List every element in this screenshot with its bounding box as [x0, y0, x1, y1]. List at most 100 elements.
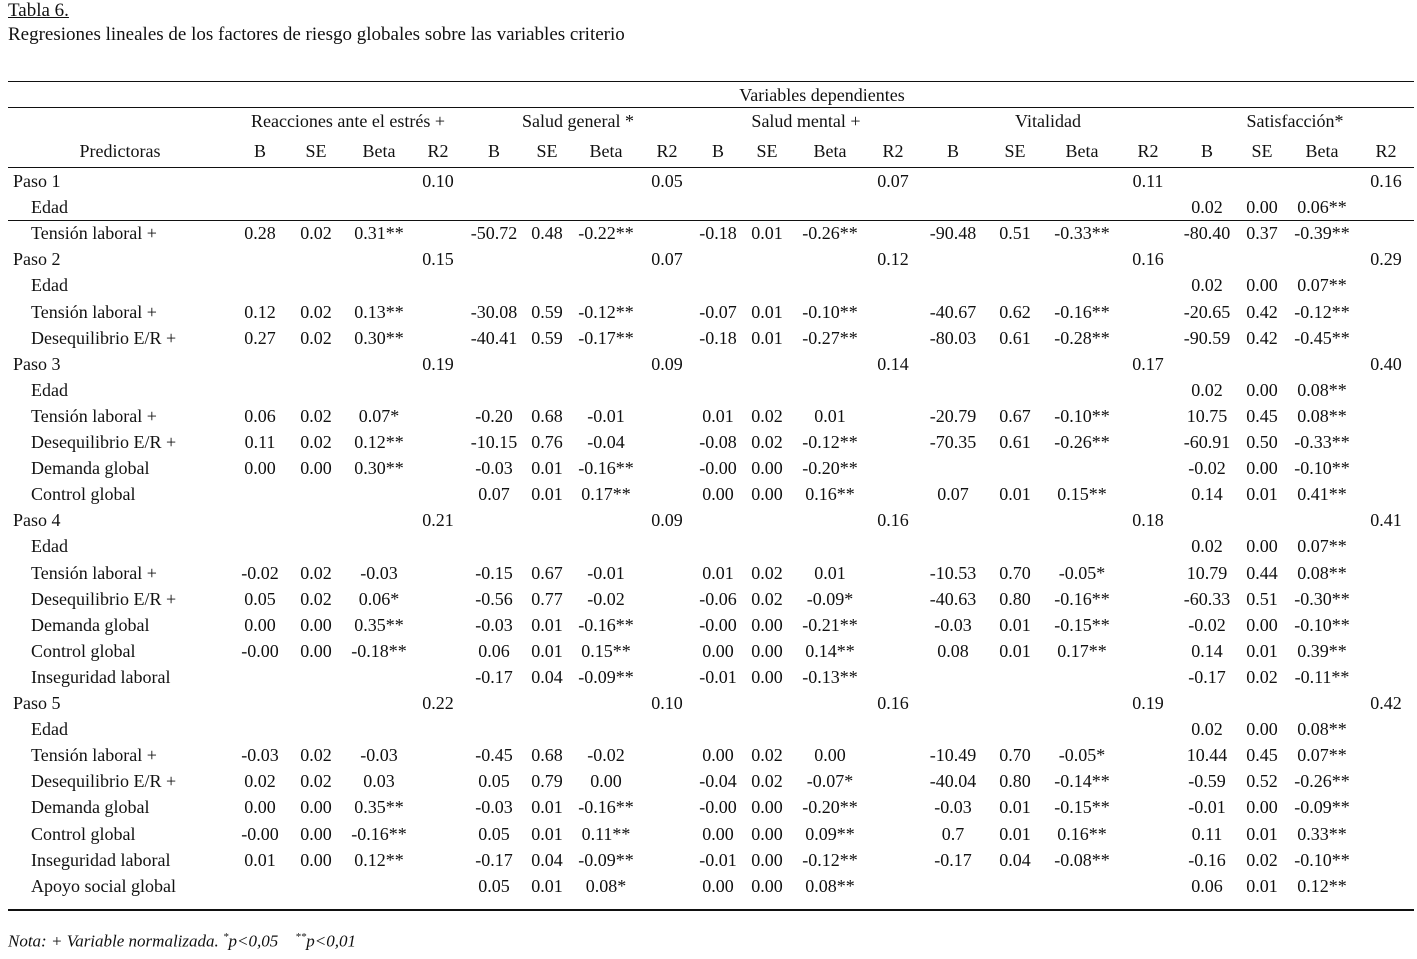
beta-value: 0.11** — [581, 824, 631, 844]
column-header: R2 — [427, 141, 449, 161]
beta-value: -0.17** — [578, 328, 634, 348]
r2-value: 0.16 — [1132, 249, 1164, 269]
predictor-label: Control global — [31, 824, 136, 844]
top-rule — [8, 81, 1414, 82]
step-label: Paso 1 — [13, 171, 61, 191]
beta-value: -0.09** — [578, 850, 634, 870]
beta-value: -0.08** — [1054, 850, 1110, 870]
b-value: -0.08 — [699, 432, 737, 452]
beta-value: 0.00 — [814, 745, 846, 765]
b-value: -0.02 — [1188, 615, 1226, 635]
b-value: -60.33 — [1183, 589, 1231, 609]
predictor-label: Edad — [31, 719, 68, 739]
b-value: -40.67 — [929, 302, 977, 322]
r2-value: 0.10 — [422, 171, 454, 191]
b-value: -0.03 — [934, 615, 972, 635]
super-header: Variables dependientes — [739, 85, 905, 105]
se-value: 0.00 — [300, 824, 332, 844]
b-value: -0.20 — [475, 406, 513, 426]
b-value: -90.59 — [1183, 328, 1231, 348]
b-value: 0.12 — [244, 302, 276, 322]
beta-value: 0.17** — [1057, 641, 1107, 661]
se-value: 0.00 — [751, 484, 783, 504]
se-value: 0.01 — [531, 641, 563, 661]
beta-value: -0.02 — [587, 589, 625, 609]
beta-value: 0.16** — [1057, 824, 1107, 844]
r2-value: 0.05 — [651, 171, 683, 191]
r2-value: 0.40 — [1370, 354, 1402, 374]
se-value: 0.01 — [999, 615, 1031, 635]
column-header: SE — [1004, 141, 1026, 161]
predictor-label: Desequilibrio E/R + — [31, 589, 177, 609]
se-value: 0.00 — [300, 850, 332, 870]
beta-value: 0.33** — [1297, 824, 1347, 844]
b-value: -0.18 — [699, 223, 737, 243]
b-value: -0.01 — [1188, 797, 1226, 817]
beta-value: -0.16** — [351, 824, 407, 844]
r2-value: 0.11 — [1132, 171, 1164, 191]
b-value: 0.01 — [702, 563, 734, 583]
beta-value: -0.16** — [578, 458, 634, 478]
group-header: Salud general * — [522, 111, 634, 131]
beta-value: 0.09** — [805, 824, 855, 844]
beta-value: -0.21** — [802, 615, 858, 635]
se-value: 0.04 — [999, 850, 1031, 870]
r2-value: 0.09 — [651, 510, 683, 530]
se-value: 0.01 — [531, 876, 563, 896]
b-value: -0.15 — [475, 563, 513, 583]
column-header: Beta — [1065, 141, 1099, 161]
table-note: Nota: + Variable normalizada. *p<0,05 **… — [8, 931, 356, 952]
r2-value: 0.22 — [422, 693, 454, 713]
r2-value: 0.29 — [1370, 249, 1402, 269]
column-header: R2 — [1137, 141, 1159, 161]
step-label: Paso 2 — [13, 249, 61, 269]
se-value: 0.02 — [751, 563, 783, 583]
step-label: Paso 3 — [13, 354, 61, 374]
b-value: -30.08 — [470, 302, 518, 322]
se-value: 0.01 — [751, 302, 783, 322]
se-value: 0.01 — [531, 484, 563, 504]
se-value: 0.68 — [531, 406, 563, 426]
se-value: 0.02 — [300, 406, 332, 426]
column-header: Beta — [362, 141, 396, 161]
beta-value: -0.16** — [1054, 302, 1110, 322]
beta-value: -0.07* — [806, 771, 854, 791]
se-value: 0.01 — [751, 328, 783, 348]
column-header: SE — [305, 141, 327, 161]
predictor-label: Tensión laboral + — [31, 563, 157, 583]
beta-value: -0.04 — [587, 432, 625, 452]
b-value: 0.11 — [1191, 824, 1223, 844]
beta-value: -0.39** — [1294, 223, 1350, 243]
beta-value: 0.08** — [1297, 406, 1347, 426]
b-value: 0.00 — [244, 797, 276, 817]
b-value: -40.63 — [929, 589, 977, 609]
b-value: 0.02 — [1191, 380, 1223, 400]
b-value: -0.00 — [699, 797, 737, 817]
r2-value: 0.18 — [1132, 510, 1164, 530]
r2-value: 0.12 — [877, 249, 909, 269]
beta-value: -0.02 — [587, 745, 625, 765]
se-value: 0.01 — [1246, 484, 1278, 504]
r2-value: 0.16 — [877, 510, 909, 530]
se-value: 0.04 — [531, 667, 563, 687]
se-value: 0.01 — [531, 615, 563, 635]
b-value: 0.00 — [702, 876, 734, 896]
predictor-label: Demanda global — [31, 615, 150, 635]
se-value: 0.02 — [1246, 667, 1278, 687]
beta-value: 0.17** — [581, 484, 631, 504]
beta-value: -0.28** — [1054, 328, 1110, 348]
beta-value: -0.14** — [1054, 771, 1110, 791]
se-value: 0.00 — [1246, 615, 1278, 635]
beta-value: -0.09* — [806, 589, 854, 609]
se-value: 0.02 — [300, 328, 332, 348]
se-value: 0.04 — [531, 850, 563, 870]
b-value: -0.17 — [475, 850, 513, 870]
se-value: 0.02 — [1246, 850, 1278, 870]
beta-value: 0.30** — [354, 458, 404, 478]
beta-value: -0.16** — [578, 797, 634, 817]
row-rule — [8, 220, 1414, 221]
se-value: 0.02 — [300, 563, 332, 583]
predictor-label: Demanda global — [31, 458, 150, 478]
se-value: 0.00 — [1246, 380, 1278, 400]
se-value: 0.52 — [1246, 771, 1278, 791]
